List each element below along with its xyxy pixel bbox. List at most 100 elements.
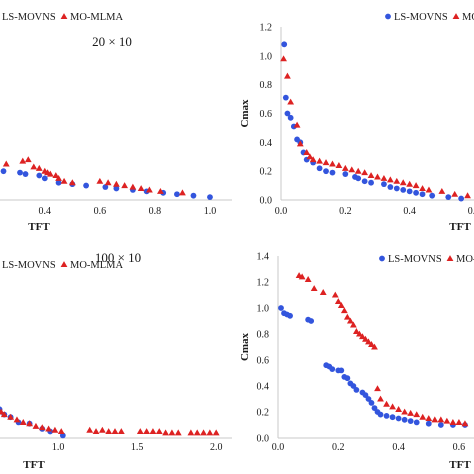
mo-mlma-point xyxy=(57,428,65,435)
ls-movns-point xyxy=(342,171,349,177)
y-tick-label: 1.2 xyxy=(260,23,273,34)
legend-triangle-icon xyxy=(60,261,68,268)
ls-movns-point xyxy=(316,165,323,172)
ls-movns-point xyxy=(282,94,289,101)
mo-mlma-point xyxy=(19,157,27,164)
mo-mlma-point xyxy=(361,169,369,176)
ls-movns-point xyxy=(55,179,62,186)
mo-mlma-point xyxy=(7,413,15,420)
mo-mlma-point xyxy=(111,428,119,435)
mo-mlma-point xyxy=(343,313,351,320)
x-axis-title: TFT xyxy=(28,221,50,233)
ls-movns-point xyxy=(365,396,372,402)
x-tick-label: 0.4 xyxy=(403,206,416,217)
y-tick-label: 1.4 xyxy=(257,252,270,263)
mo-mlma-point xyxy=(362,335,369,342)
ls-movns-point xyxy=(383,413,390,419)
ls-movns-point xyxy=(381,181,387,188)
ls-movns-point xyxy=(287,114,294,121)
mo-mlma-point xyxy=(349,321,357,328)
mo-mlma-point xyxy=(212,429,220,436)
mo-mlma-point xyxy=(0,411,8,418)
legend-triangle-icon xyxy=(60,13,68,20)
mo-mlma-point xyxy=(46,170,54,177)
ls-movns-point xyxy=(377,411,384,418)
mo-mlma-point xyxy=(2,160,10,167)
ls-movns-point xyxy=(17,169,23,176)
ls-movns-point xyxy=(445,194,452,201)
legend-label: LS-MOVNS xyxy=(394,12,448,23)
x-tick-label: 1.0 xyxy=(204,206,217,217)
mo-mlma-point xyxy=(309,156,317,163)
legend-label: LS-MOVNS xyxy=(2,12,56,23)
ls-movns-point xyxy=(406,188,413,195)
mo-mlma-point xyxy=(425,415,433,422)
mo-mlma-point xyxy=(45,425,52,432)
ls-movns-point xyxy=(41,175,48,182)
legend-circle-icon xyxy=(379,255,385,262)
x-tick-label: 1.5 xyxy=(131,442,144,453)
mo-mlma-point xyxy=(406,180,414,187)
mo-mlma-point xyxy=(310,285,318,292)
mo-mlma-point xyxy=(121,182,129,189)
x-tick-label: 0.2 xyxy=(332,442,345,453)
mo-mlma-point xyxy=(55,174,62,181)
ls-movns-point xyxy=(284,110,291,117)
legend-item-mo-mlma: MO-MLMA xyxy=(60,12,124,23)
ls-movns-point xyxy=(401,416,408,423)
mo-mlma-point xyxy=(368,341,375,347)
x-tick-label: 0.0 xyxy=(272,442,285,453)
mo-mlma-point xyxy=(371,343,378,350)
mo-mlma-point xyxy=(377,395,384,402)
mo-mlma-point xyxy=(419,185,426,192)
y-tick-label: 0.4 xyxy=(260,138,273,149)
y-tick-label: 1.2 xyxy=(257,278,270,289)
ls-movns-point xyxy=(413,419,420,426)
y-tick-label: 0.6 xyxy=(260,109,273,120)
ls-movns-point xyxy=(36,172,43,179)
ls-movns-point xyxy=(281,41,288,48)
ls-movns-point xyxy=(368,400,375,406)
ls-movns-point xyxy=(329,169,336,176)
mo-mlma-point xyxy=(455,419,463,425)
mo-mlma-point xyxy=(105,428,113,435)
ls-movns-point xyxy=(338,367,345,374)
ls-movns-point xyxy=(353,387,360,393)
mo-mlma-point xyxy=(303,149,311,155)
ls-movns-point xyxy=(425,420,432,427)
mo-mlma-point xyxy=(206,429,214,436)
mo-mlma-point xyxy=(425,186,433,193)
legend-item-ls-movns: LS-MOVNS xyxy=(2,12,56,23)
mo-mlma-point xyxy=(401,408,409,415)
mo-mlma-point xyxy=(143,428,151,435)
mo-mlma-point xyxy=(393,177,401,184)
mo-mlma-point xyxy=(319,289,327,295)
mo-mlma-point xyxy=(129,183,137,190)
mo-mlma-point xyxy=(92,428,100,435)
mo-mlma-point xyxy=(412,182,420,189)
y-axis-title: Cmax xyxy=(239,332,251,361)
ls-movns-point xyxy=(113,185,120,192)
legend-label: MO-MLMA xyxy=(70,260,124,271)
mo-mlma-point xyxy=(380,174,388,181)
x-tick-label: 0.8 xyxy=(149,206,162,217)
mo-mlma-point xyxy=(200,429,207,436)
ls-movns-point xyxy=(400,187,407,193)
y-tick-label: 0.2 xyxy=(257,408,270,419)
mo-mlma-point xyxy=(335,162,343,168)
mo-mlma-point xyxy=(112,180,120,187)
mo-mlma-point xyxy=(13,416,21,423)
mo-mlma-point xyxy=(353,328,360,334)
mo-mlma-point xyxy=(389,403,396,410)
mo-mlma-point xyxy=(395,406,403,412)
y-tick-label: 0.0 xyxy=(260,196,273,207)
legend-item-mo-mlma: MO-MLMA xyxy=(60,260,124,271)
ls-movns-point xyxy=(207,194,213,201)
mo-mlma-point xyxy=(449,419,457,425)
mo-mlma-point xyxy=(187,429,195,436)
mo-mlma-point xyxy=(35,164,43,171)
y-tick-label: 0.4 xyxy=(257,382,270,393)
mo-mlma-point xyxy=(413,411,421,418)
mo-mlma-point xyxy=(32,422,40,429)
ls-movns-point xyxy=(344,375,351,382)
